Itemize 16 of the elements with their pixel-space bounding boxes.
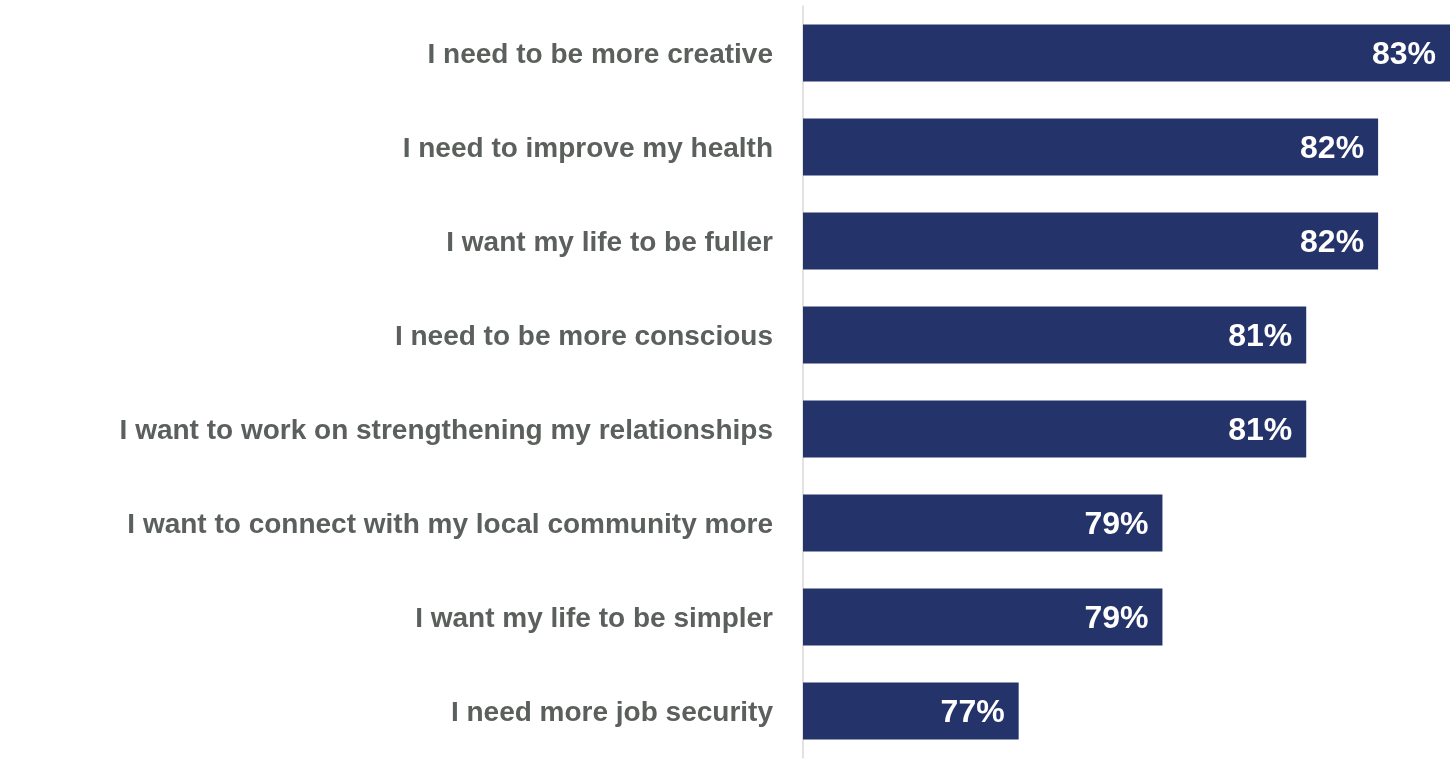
data-label: 77% <box>940 693 1005 729</box>
data-label: 83% <box>1371 35 1436 71</box>
data-label: 82% <box>1300 129 1365 165</box>
data-label: 81% <box>1228 317 1293 353</box>
y-tick-label: I want to connect with my local community more <box>127 507 773 539</box>
y-tick-label: I need to be more creative <box>427 37 773 69</box>
y-tick-label: I want to work on strengthening my relationships <box>119 413 773 445</box>
data-label: 81% <box>1228 411 1293 447</box>
data-label: 79% <box>1084 505 1149 541</box>
y-tick-label: I want my life to be simpler <box>415 601 774 633</box>
y-tick-label: I need more job security <box>450 695 774 727</box>
y-tick-label: I need to be more conscious <box>394 319 773 351</box>
y-tick-label: I want my life to be fuller <box>446 225 774 257</box>
data-label: 79% <box>1084 599 1149 635</box>
data-label: 82% <box>1300 223 1365 259</box>
y-tick-label: I need to improve my health <box>402 131 773 163</box>
